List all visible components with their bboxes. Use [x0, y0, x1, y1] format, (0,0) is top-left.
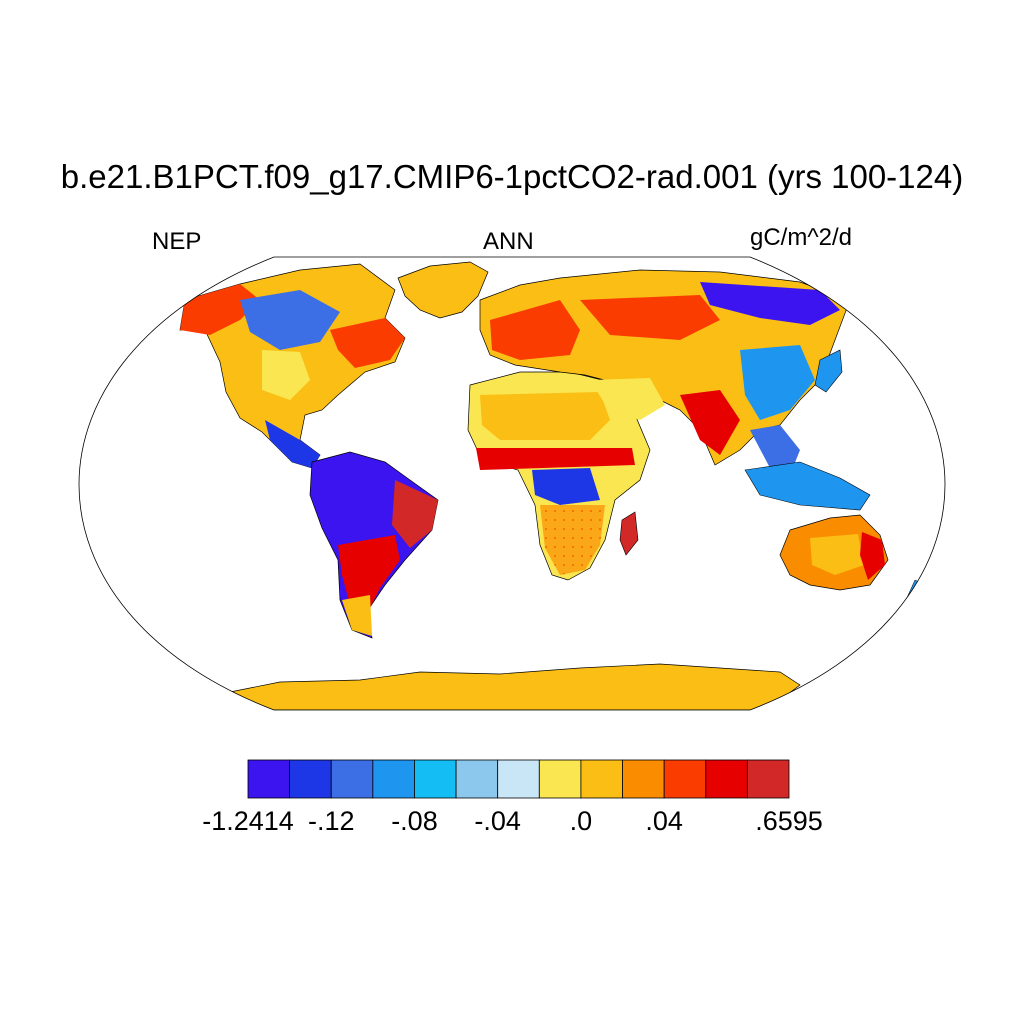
- colorbar-tick-label: .04: [645, 806, 683, 836]
- colorbar: [247, 759, 790, 799]
- region-europe: [490, 300, 580, 360]
- region-central-america: [265, 420, 320, 468]
- colorbar-tick-label: -.12: [307, 806, 355, 836]
- season-label: ANN: [483, 228, 534, 255]
- region-north-america-east: [330, 318, 405, 368]
- region-southern-africa-base: [540, 505, 605, 575]
- colorbar-tick-label: .6595: [755, 806, 823, 836]
- colorbar-swatch: [497, 759, 540, 799]
- region-middle-east: [590, 378, 665, 420]
- colorbar-swatch: [289, 759, 332, 799]
- page-title: b.e21.B1PCT.f09_g17.CMIP6-1pctCO2-rad.00…: [60, 158, 964, 195]
- globe-outline: [78, 256, 946, 711]
- colorbar-swatch: [622, 759, 665, 799]
- colorbar-tick-label: -.04: [474, 806, 521, 836]
- region-north-america-boreal: [240, 290, 340, 350]
- region-sahara: [480, 392, 610, 440]
- region-north-america-west: [180, 284, 260, 335]
- region-indonesia: [744, 461, 871, 511]
- region-greenland: [397, 261, 489, 319]
- region-patagonia: [342, 595, 372, 636]
- region-sahel: [476, 448, 635, 470]
- colorbar-swatch: [663, 759, 707, 799]
- variable-label: NEP: [152, 228, 202, 255]
- region-congo: [532, 468, 600, 505]
- region-central-asia: [580, 295, 720, 340]
- colorbar-swatch: [247, 759, 291, 799]
- colorbar-tick-label: .0: [569, 806, 593, 836]
- colorbar-tick-label: -.08: [391, 806, 438, 836]
- colorbar-tick-label: -1.2414: [202, 806, 294, 836]
- colorbar-swatch: [330, 759, 374, 799]
- region-madagascar: [619, 511, 639, 556]
- colorbar-swatch: [746, 759, 790, 799]
- land-masses: [179, 261, 926, 710]
- region-antarctica: [228, 663, 801, 710]
- colorbar-swatch: [455, 759, 499, 799]
- colorbar-swatch: [538, 759, 582, 799]
- region-east-asia: [740, 345, 815, 420]
- region-australia-east: [860, 532, 885, 580]
- colorbar-swatch: [705, 759, 748, 799]
- region-australia-interior: [810, 534, 864, 575]
- region-southeast-asia: [750, 425, 800, 475]
- region-south-asia: [680, 390, 740, 455]
- region-siberia: [700, 282, 840, 325]
- colorbar-swatch: [580, 759, 623, 799]
- region-north-america-plains: [262, 350, 310, 400]
- region-japan: [814, 349, 843, 393]
- colorbar-swatch: [414, 759, 457, 799]
- units-label: gC/m^2/d: [750, 224, 852, 251]
- region-south-america-south: [338, 535, 400, 612]
- region-south-america-east: [392, 480, 438, 548]
- colorbar-swatch: [372, 759, 415, 799]
